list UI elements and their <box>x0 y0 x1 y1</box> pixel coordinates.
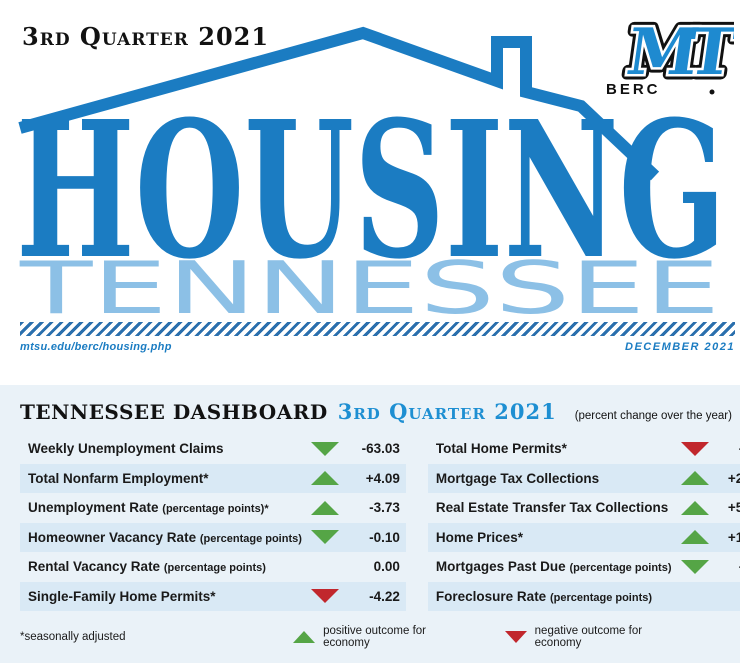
table-row: Home Prices* +18.72 <box>427 522 740 552</box>
dashboard-quarter: 3rd Quarter 2021 <box>337 399 557 424</box>
triangle-up-green-icon <box>680 500 709 515</box>
metric-value: -0.10 <box>369 529 400 545</box>
metric-label-sub: (percentage points) <box>163 562 266 575</box>
metric-label-sub: (percentage points) <box>549 591 653 604</box>
metric-label: Total Nonfarm Employment* <box>28 470 209 486</box>
metric-label: Foreclosure Rate <box>435 588 550 604</box>
metric-label: Mortgages Past Due <box>435 559 570 575</box>
hatched-divider <box>20 322 735 336</box>
dashboard-header: TENNESSEE DASHBOARD 3rd Quarter 2021 (pe… <box>20 399 732 424</box>
metric-label: Mortgage Tax Collections <box>435 470 600 486</box>
metric-label: Rental Vacancy Rate <box>28 559 164 575</box>
triangle-up-green-icon <box>310 500 339 515</box>
issue-date: DECEMBER 2021 <box>625 341 735 353</box>
report-main-title: HOUSING <box>16 80 726 301</box>
triangle-up-green-icon <box>680 530 709 545</box>
dashboard-title: TENNESSEE DASHBOARD <box>20 400 328 424</box>
dashboard-grid: Weekly Unemployment Claims -63.03 Total … <box>20 434 740 611</box>
logo-mt-outline: MT <box>622 15 734 90</box>
roof-outline-shape <box>18 26 660 181</box>
triangle-down-red-icon <box>504 631 527 643</box>
legend-negative-label: negative outcome for economy <box>534 625 643 649</box>
metric-value: -63.03 <box>361 441 400 457</box>
legend-negative: negative outcome for economy <box>504 625 662 649</box>
registered-mark-dot <box>709 89 715 95</box>
metric-label-sub: (percentage points) <box>569 562 672 575</box>
seasonally-adjusted-note: *seasonally adjusted <box>20 631 126 643</box>
metric-value: +58.18 <box>727 500 740 516</box>
masthead-footer-row: mtsu.edu/berc/housing.php DECEMBER 2021 <box>20 341 735 353</box>
triangle-down-green-icon <box>310 441 339 456</box>
metric-label-sub: (percentage points)* <box>162 503 269 516</box>
table-row: Mortgage Tax Collections +21.49 <box>427 463 740 493</box>
metric-value: -2.33 <box>718 559 740 574</box>
triangle-down-green-icon <box>680 559 709 574</box>
report-state-title: TENNESSEE <box>18 246 720 320</box>
mtsu-berc-logo: MT MT MT BERC <box>606 10 734 98</box>
logo-mt-inner-stroke: MT <box>622 15 734 90</box>
table-row: Real Estate Transfer Tax Collections +58… <box>428 493 740 523</box>
dashboard-note: (percent change over the year) <box>574 410 732 422</box>
metric-value: 0.00 <box>718 589 740 604</box>
triangle-down-red-icon <box>680 441 709 456</box>
legend-positive: positive outcome for economy <box>293 625 447 649</box>
report-url: mtsu.edu/berc/housing.php <box>20 341 172 353</box>
table-row: Mortgages Past Due (percentage points) -… <box>428 552 740 582</box>
tennessee-dashboard-section: TENNESSEE DASHBOARD 3rd Quarter 2021 (pe… <box>0 385 740 663</box>
logo-berc-text: BERC <box>606 81 661 98</box>
metric-value: +21.49 <box>727 470 740 486</box>
metric-label: Weekly Unemployment Claims <box>28 441 224 457</box>
metric-value: +18.72 <box>727 529 740 545</box>
triangle-up-green-icon <box>680 471 709 486</box>
table-row: Foreclosure Rate (percentage points) 0.0… <box>427 581 740 611</box>
logo-mt-letters: MT <box>622 15 734 90</box>
table-row: Unemployment Rate (percentage points)* -… <box>20 493 406 523</box>
metric-value: -3.73 <box>369 500 400 516</box>
table-row: Homeowner Vacancy Rate (percentage point… <box>20 522 406 552</box>
metric-label: Homeowner Vacancy Rate <box>28 529 200 545</box>
table-row: Single-Family Home Permits* -4.22 <box>20 581 406 611</box>
metric-label: Single-Family Home Permits* <box>28 588 216 604</box>
triangle-up-green-icon <box>293 631 316 643</box>
metric-label: Total Home Permits* <box>435 441 567 457</box>
table-row: Total Home Permits* -9.07 <box>428 434 740 464</box>
triangle-down-green-icon <box>310 530 339 545</box>
dashboard-right-column: Total Home Permits* -9.07 Mortgage Tax C… <box>427 434 740 611</box>
metric-label: Real Estate Transfer Tax Collections <box>435 500 669 516</box>
metric-value: -4.22 <box>369 588 400 604</box>
masthead: 3rd Quarter 2021 HOUSING TENNESSEE MT MT… <box>16 9 735 353</box>
metric-label-sub: (percentage points) <box>199 532 302 545</box>
house-roof-artwork: HOUSING TENNESSEE <box>16 26 726 320</box>
legend-positive-label: positive outcome for economy <box>323 625 426 649</box>
report-quarter-label: 3rd Quarter 2021 <box>22 22 270 51</box>
table-row: Total Nonfarm Employment* +4.09 <box>20 463 406 493</box>
metric-value: +4.09 <box>365 470 400 486</box>
dashboard-footer: *seasonally adjusted positive outcome fo… <box>20 625 720 649</box>
table-row: Weekly Unemployment Claims -63.03 <box>20 434 406 464</box>
triangle-up-green-icon <box>310 471 339 486</box>
metric-value: -9.07 <box>718 441 740 456</box>
triangle-down-red-icon <box>310 589 339 604</box>
metric-label: Unemployment Rate <box>28 500 163 516</box>
table-row: Rental Vacancy Rate (percentage points) … <box>20 552 406 582</box>
metric-label: Home Prices* <box>435 529 523 545</box>
metric-value: 0.00 <box>373 559 400 575</box>
dashboard-left-column: Weekly Unemployment Claims -63.03 Total … <box>20 434 406 611</box>
